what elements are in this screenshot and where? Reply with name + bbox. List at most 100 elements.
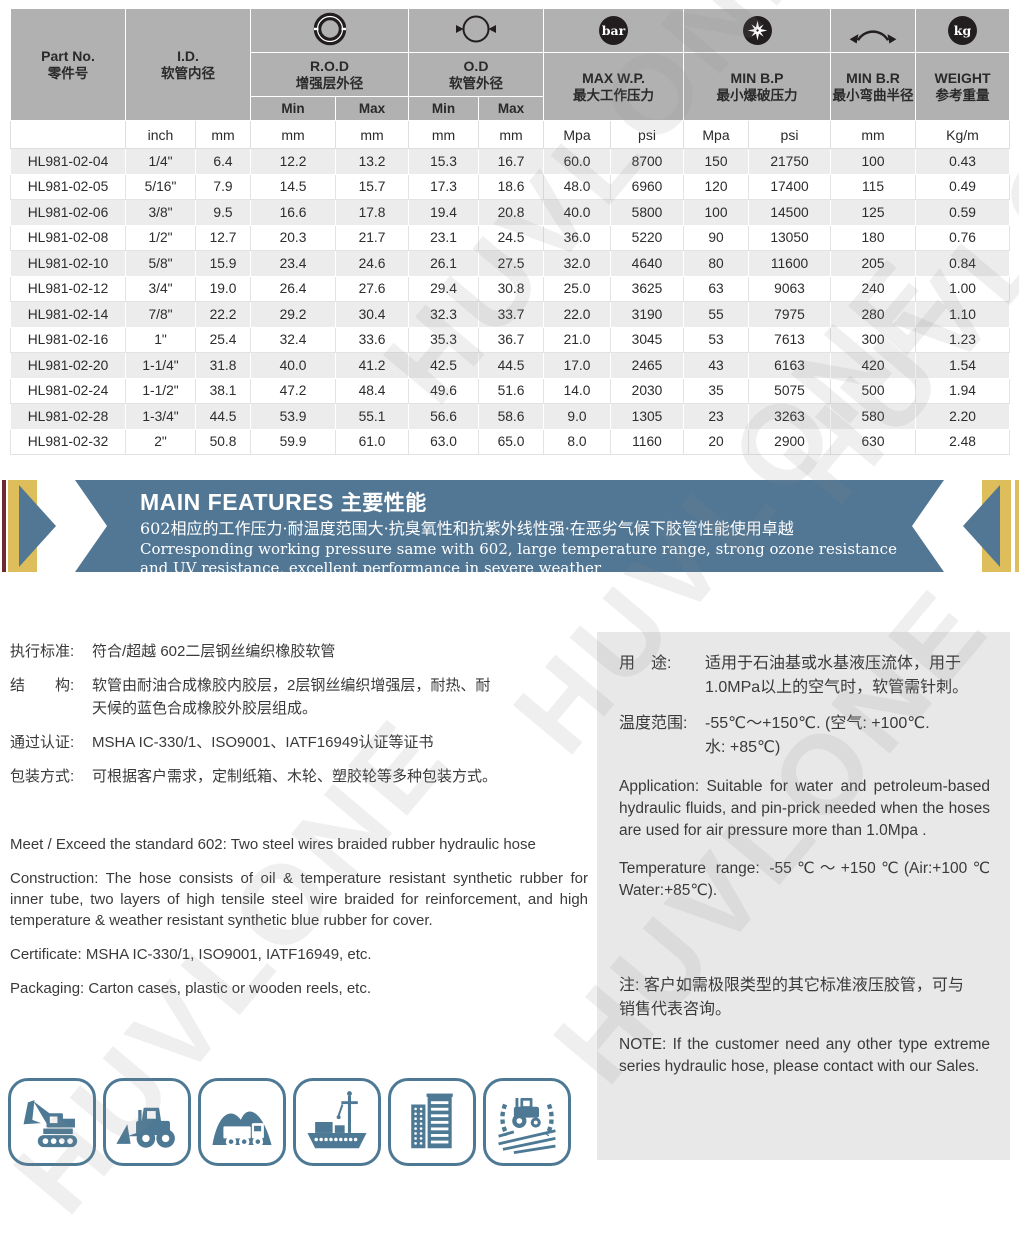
temperature-label: 温度范围: <box>619 715 688 732</box>
table-cell: 2900 <box>748 428 831 455</box>
rod-label-en: R.O.D <box>310 57 349 74</box>
table-cell: 6163 <box>748 352 831 379</box>
application-icons-row <box>8 1078 571 1166</box>
kg-badge-icon: kg <box>948 16 977 45</box>
table-cell: 14500 <box>748 199 831 226</box>
table-cell: 1305 <box>610 403 684 430</box>
table-cell: 12.7 <box>195 224 251 251</box>
tractor-agriculture-icon <box>498 1097 556 1155</box>
od-label-en: O.D <box>463 57 489 74</box>
table-cell: 16.6 <box>250 199 336 226</box>
table-cell: 42.5 <box>408 352 479 379</box>
header-icons-row: Part No. 零件号 I.D. 软管内径 <box>10 8 1010 121</box>
en-paragraph-packaging: Packaging: Carton cases, plastic or wood… <box>10 980 372 997</box>
left-english-specs: Meet / Exceed the standard 602: Two stee… <box>10 834 588 1012</box>
table-cell: 3190 <box>610 301 684 328</box>
temperature-item: 温度范围: -55℃～+150℃. (空气: +100℃. 水: +85℃) <box>619 712 990 760</box>
spec-construction: 结 构: 软管由耐油合成橡胶内胶层，2层钢丝编织增强层，耐热、耐 天候的蓝色合成… <box>10 674 590 720</box>
table-cell: 1.10 <box>915 301 1010 328</box>
table-cell: 3/4" <box>125 275 196 302</box>
table-cell: 21.0 <box>543 326 611 353</box>
min-bp-label-zh: 最小爆破压力 <box>716 87 798 103</box>
excavator-icon <box>23 1100 78 1148</box>
table-cell: 41.2 <box>335 352 409 379</box>
table-cell: 24.5 <box>478 224 544 251</box>
temperature-text: -55℃～+150℃. (空气: +100℃. 水: +85℃) <box>705 715 930 756</box>
table-cell: 115 <box>830 173 916 200</box>
table-cell: 44.5 <box>195 403 251 430</box>
header-bend-icon-cell <box>830 8 916 53</box>
table-cell: 0.59 <box>915 199 1010 226</box>
note-chinese: 注: 客户如需极限类型的其它标准液压胶管，可与 销售代表咨询。 <box>619 977 964 1018</box>
en-paragraph-standard: Meet / Exceed the standard 602: Two stee… <box>10 836 536 853</box>
table-cell: 30.4 <box>335 301 409 328</box>
id-label-zh: 软管内径 <box>161 65 215 81</box>
table-cell: HL981-02-14 <box>10 301 126 328</box>
table-cell: 80 <box>683 250 749 277</box>
table-cell: 3263 <box>748 403 831 430</box>
note-english: NOTE: If the customer need any other typ… <box>619 1036 990 1075</box>
od-min-label: Min <box>408 96 479 121</box>
weight-label-en: WEIGHT <box>934 69 991 86</box>
table-cell: 24.6 <box>335 250 409 277</box>
en-paragraph-certificate: Certificate: MSHA IC-330/1, ISO9001, IAT… <box>10 946 372 963</box>
header-rod: R.O.D 增强层外径 <box>250 52 409 97</box>
unit-cell: mm <box>830 120 916 149</box>
table-cell: 125 <box>830 199 916 226</box>
table-cell: 18.6 <box>478 173 544 200</box>
table-cell: 40.0 <box>543 199 611 226</box>
table-row: HL981-02-32 2" 50.8 59.9 61.0 63.0 65.0 8.0 1160… <box>10 428 1010 455</box>
table-cell: 63 <box>683 275 749 302</box>
header-min-bp: MIN B.P 最小爆破压力 <box>683 52 831 121</box>
table-cell: 280 <box>830 301 916 328</box>
table-cell: 1.94 <box>915 377 1010 404</box>
table-cell: 63.0 <box>408 428 479 455</box>
burst-star-icon <box>742 15 772 45</box>
table-cell: 51.6 <box>478 377 544 404</box>
table-cell: 17.8 <box>335 199 409 226</box>
table-cell: 26.1 <box>408 250 479 277</box>
bend-radius-icon <box>849 30 897 44</box>
table-cell: 11600 <box>748 250 831 277</box>
table-cell: 420 <box>830 352 916 379</box>
min-bp-label-en: MIN B.P <box>730 69 784 86</box>
table-cell: 32.0 <box>543 250 611 277</box>
table-cell: 2030 <box>610 377 684 404</box>
banner-line-zh: 602相应的工作压力·耐温度范围大·抗臭氧性和抗紫外线性强·在恶劣气候下胶管性能… <box>140 519 794 538</box>
reinforcement-ring-icon <box>313 12 346 46</box>
header-od-icon-cell <box>408 8 544 53</box>
table-cell: 23.1 <box>408 224 479 251</box>
unit-cell: Mpa <box>543 120 611 149</box>
max-wp-label-zh: 最大工作压力 <box>573 87 654 103</box>
unit-cell: Kg/m <box>915 120 1010 149</box>
header-bar-icon-cell: bar <box>543 8 684 53</box>
banner-title-en: MAIN FEATURES <box>140 489 334 515</box>
part-no-label-en: Part No. <box>41 47 95 64</box>
table-row: HL981-02-16 1" 25.4 32.4 33.6 35.3 36.7 21.0 304… <box>10 326 1010 353</box>
part-no-label-zh: 零件号 <box>47 65 89 81</box>
table-cell: 56.6 <box>408 403 479 430</box>
table-cell: HL981-02-16 <box>10 326 126 353</box>
table-cell: HL981-02-06 <box>10 199 126 226</box>
table-cell: 55.1 <box>335 403 409 430</box>
weight-label-zh: 参考重量 <box>935 87 990 103</box>
spec-text: MSHA IC-330/1、ISO9001、IATF16949认证等证书 <box>92 734 434 751</box>
table-cell: 35 <box>683 377 749 404</box>
header-id: I.D. 软管内径 <box>125 8 251 121</box>
table-row: HL981-02-08 1/2" 12.7 20.3 21.7 23.1 24.5 36.0 5… <box>10 224 1010 251</box>
table-cell: 33.7 <box>478 301 544 328</box>
spec-text: 可根据客户需求，定制纸箱、木轮、塑胶轮等多种包装方式。 <box>92 768 498 785</box>
banner-title-zh: 主要性能 <box>340 492 427 515</box>
table-cell: 1.00 <box>915 275 1010 302</box>
spec-table-wrap: Part No. 零件号 I.D. 软管内径 <box>10 8 1010 455</box>
application-tile <box>103 1078 191 1166</box>
table-cell: 19.0 <box>195 275 251 302</box>
table-cell: HL981-02-28 <box>10 403 126 430</box>
table-row: HL981-02-04 1/4" 6.4 12.2 13.2 15.3 16.7 60.0 87… <box>10 148 1010 175</box>
unit-cell: psi <box>748 120 831 149</box>
rod-label-zh: 增强层外径 <box>295 75 364 91</box>
table-cell: 0.76 <box>915 224 1010 251</box>
table-cell: 205 <box>830 250 916 277</box>
table-row: HL981-02-06 3/8" 9.5 16.6 17.8 19.4 20.8 40.0 58… <box>10 199 1010 226</box>
od-label-zh: 软管外径 <box>449 75 503 91</box>
